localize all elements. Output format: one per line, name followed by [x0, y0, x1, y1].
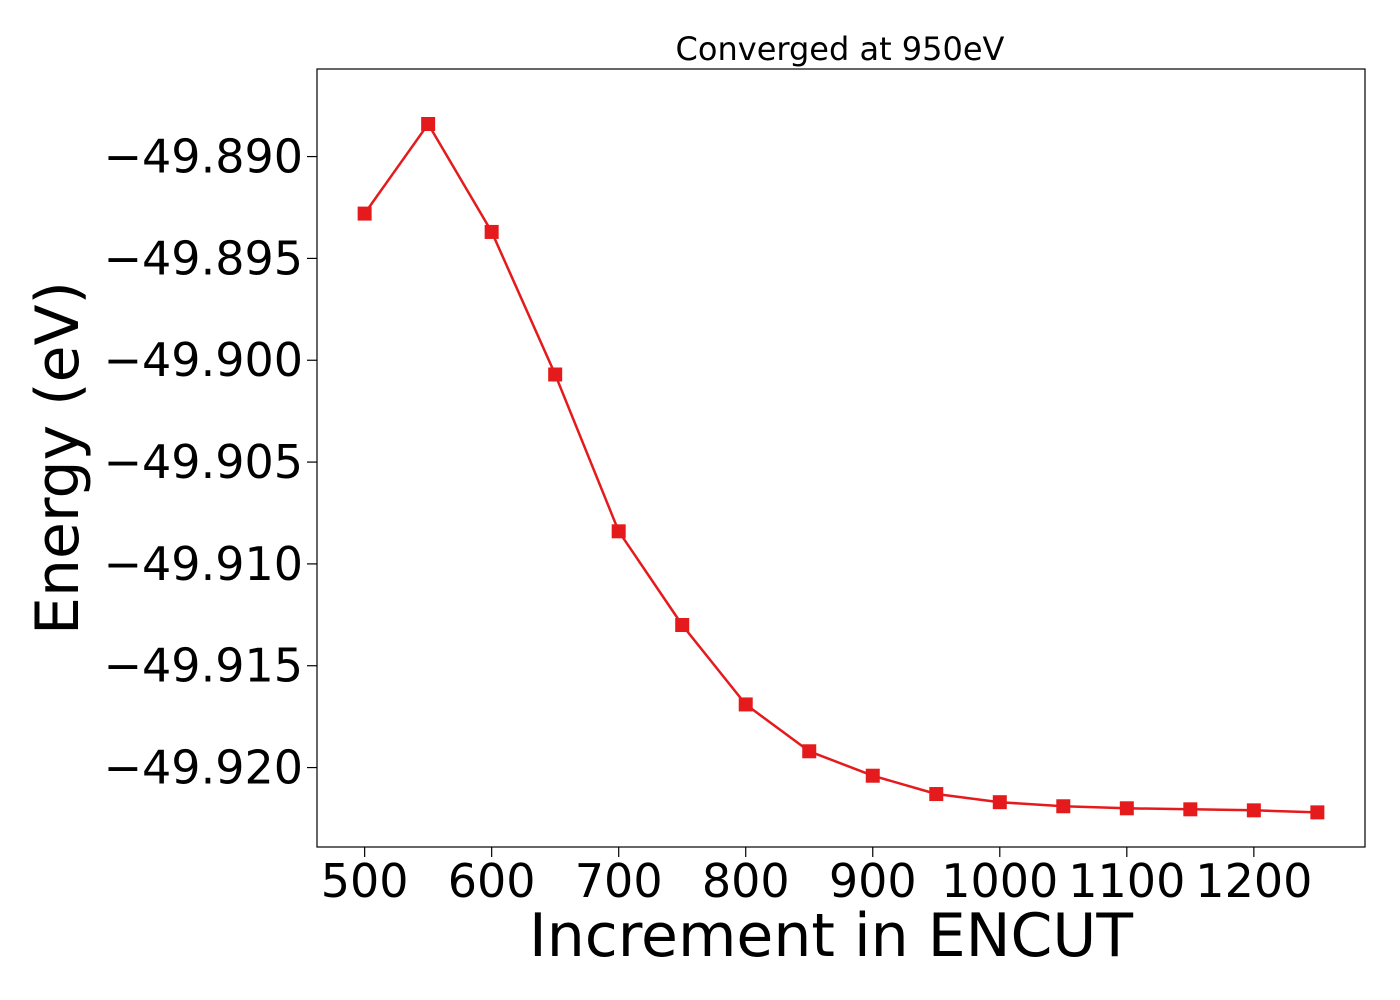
x-tick-label: 900 [829, 854, 917, 908]
data-point [1246, 803, 1261, 818]
data-point [992, 795, 1007, 810]
y-tick-label: −49.890 [104, 130, 304, 184]
x-tick-label: 700 [575, 854, 663, 908]
y-tick-label: −49.915 [104, 639, 304, 693]
x-axis-label: Increment in ENCUT [529, 901, 1133, 971]
data-point [1056, 799, 1071, 814]
data-point [1183, 802, 1198, 817]
data-point [738, 697, 753, 712]
data-point [929, 787, 944, 802]
x-tick-label: 1100 [1068, 854, 1185, 908]
data-point [675, 618, 690, 633]
x-tick-label: 800 [702, 854, 790, 908]
data-point [548, 367, 563, 382]
data-point [802, 744, 817, 759]
data-series [357, 116, 1325, 820]
plot-area [316, 68, 1366, 848]
y-tick-label: −49.920 [104, 741, 304, 795]
y-axis-label: Energy (eV) [23, 281, 93, 635]
data-point [865, 768, 880, 783]
y-axis: −49.890 −49.895 −49.900 −49.905 −49.910 −49.9… [104, 130, 317, 795]
data-point [1119, 801, 1134, 816]
x-tick-label: 1200 [1195, 854, 1312, 908]
y-tick-label: −49.905 [104, 435, 304, 489]
data-point [611, 524, 626, 539]
data-point [421, 116, 436, 131]
data-point [484, 224, 499, 239]
y-tick-label: −49.900 [104, 333, 304, 387]
x-tick-label: 1000 [941, 854, 1058, 908]
chart-title: Converged at 950eV [676, 30, 1005, 68]
series-line [363, 122, 1318, 814]
y-tick-label: −49.895 [104, 231, 304, 285]
x-tick-label: 600 [448, 854, 536, 908]
data-point [1310, 805, 1325, 820]
data-point [357, 206, 372, 221]
y-tick-label: −49.910 [104, 537, 304, 591]
x-tick-label: 500 [321, 854, 409, 908]
x-axis: 500 600 700 800 900 1000 1100 1200 [321, 847, 1312, 908]
